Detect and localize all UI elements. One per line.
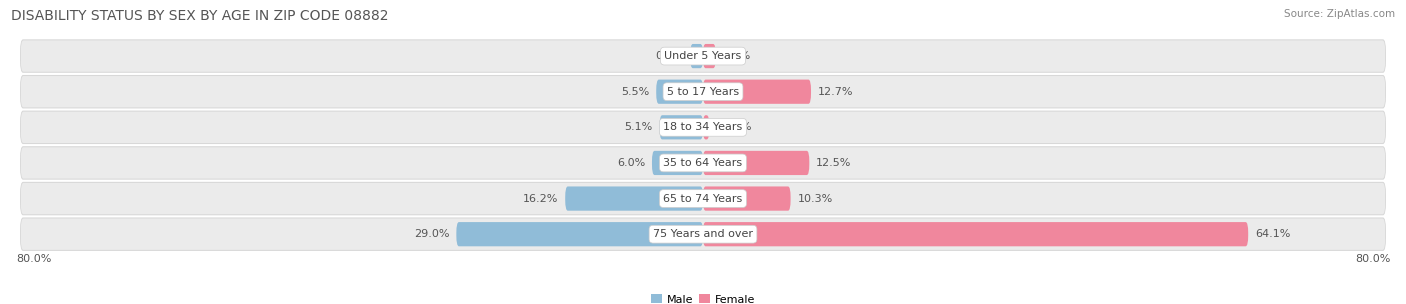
Text: 64.1%: 64.1%	[1256, 229, 1291, 239]
FancyBboxPatch shape	[565, 186, 703, 211]
FancyBboxPatch shape	[703, 115, 709, 140]
Text: DISABILITY STATUS BY SEX BY AGE IN ZIP CODE 08882: DISABILITY STATUS BY SEX BY AGE IN ZIP C…	[11, 9, 388, 23]
FancyBboxPatch shape	[703, 186, 790, 211]
FancyBboxPatch shape	[21, 40, 1385, 72]
Text: 12.7%: 12.7%	[818, 87, 853, 97]
FancyBboxPatch shape	[20, 39, 1386, 73]
Text: 12.5%: 12.5%	[815, 158, 852, 168]
FancyBboxPatch shape	[652, 151, 703, 175]
Text: 5 to 17 Years: 5 to 17 Years	[666, 87, 740, 97]
FancyBboxPatch shape	[21, 112, 1385, 143]
FancyBboxPatch shape	[657, 80, 703, 104]
FancyBboxPatch shape	[20, 217, 1386, 251]
Legend: Male, Female: Male, Female	[647, 290, 759, 304]
Text: 0.0%: 0.0%	[723, 51, 751, 61]
Text: 75 Years and over: 75 Years and over	[652, 229, 754, 239]
FancyBboxPatch shape	[659, 115, 703, 140]
FancyBboxPatch shape	[703, 80, 811, 104]
FancyBboxPatch shape	[703, 151, 810, 175]
FancyBboxPatch shape	[21, 147, 1385, 179]
Text: 5.1%: 5.1%	[624, 122, 652, 132]
FancyBboxPatch shape	[20, 146, 1386, 180]
Text: 80.0%: 80.0%	[15, 254, 51, 264]
Text: Under 5 Years: Under 5 Years	[665, 51, 741, 61]
FancyBboxPatch shape	[21, 183, 1385, 214]
Text: 80.0%: 80.0%	[1355, 254, 1391, 264]
Text: Source: ZipAtlas.com: Source: ZipAtlas.com	[1284, 9, 1395, 19]
FancyBboxPatch shape	[703, 44, 716, 68]
FancyBboxPatch shape	[20, 111, 1386, 144]
Text: 6.0%: 6.0%	[617, 158, 645, 168]
FancyBboxPatch shape	[21, 76, 1385, 107]
Text: 65 to 74 Years: 65 to 74 Years	[664, 194, 742, 204]
Text: 29.0%: 29.0%	[413, 229, 450, 239]
Text: 0.0%: 0.0%	[655, 51, 683, 61]
Text: 10.3%: 10.3%	[797, 194, 832, 204]
Text: 5.5%: 5.5%	[621, 87, 650, 97]
FancyBboxPatch shape	[21, 219, 1385, 250]
FancyBboxPatch shape	[703, 222, 1249, 246]
FancyBboxPatch shape	[20, 75, 1386, 109]
FancyBboxPatch shape	[457, 222, 703, 246]
Text: 18 to 34 Years: 18 to 34 Years	[664, 122, 742, 132]
Text: 16.2%: 16.2%	[523, 194, 558, 204]
Text: 35 to 64 Years: 35 to 64 Years	[664, 158, 742, 168]
FancyBboxPatch shape	[20, 182, 1386, 215]
Text: 0.74%: 0.74%	[716, 122, 752, 132]
FancyBboxPatch shape	[690, 44, 703, 68]
